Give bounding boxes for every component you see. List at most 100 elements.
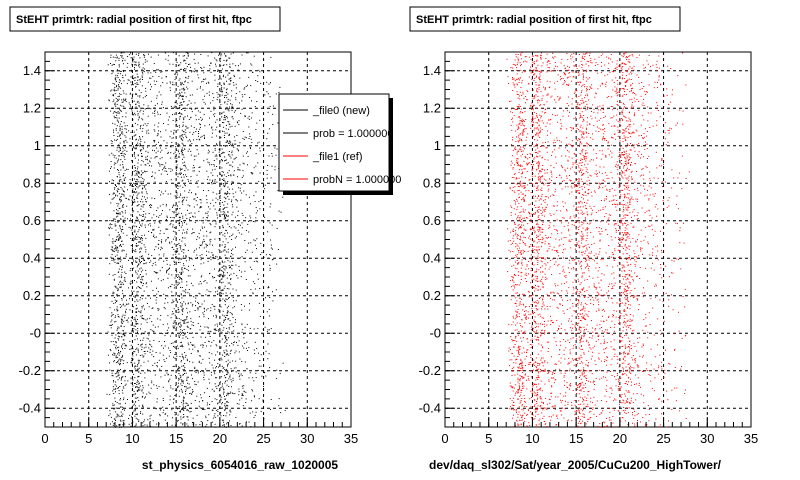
right-point: [604, 75, 606, 77]
left-point: [173, 365, 175, 367]
left-point: [225, 229, 227, 231]
left-point: [229, 410, 231, 412]
left-point: [122, 161, 124, 163]
left-point: [155, 236, 157, 238]
left-point: [131, 57, 133, 59]
right-point: [625, 400, 627, 402]
left-point: [121, 206, 123, 208]
left-point: [164, 345, 166, 347]
left-point: [135, 85, 137, 87]
right-point: [569, 327, 571, 329]
left-point: [130, 185, 132, 187]
left-point: [115, 247, 116, 249]
left-point: [194, 68, 196, 70]
left-point: [179, 326, 181, 328]
left-point: [157, 326, 159, 328]
left-point: [268, 286, 269, 288]
right-point: [634, 150, 636, 152]
right-point: [557, 307, 559, 309]
left-point: [170, 220, 172, 222]
left-point: [173, 356, 174, 358]
left-point: [170, 152, 172, 154]
right-point: [579, 192, 581, 194]
right-point: [539, 155, 541, 157]
left-point: [230, 144, 232, 146]
left-point: [137, 396, 139, 398]
left-point: [136, 390, 138, 392]
left-point: [278, 405, 280, 407]
left-point: [224, 254, 226, 256]
left-point: [252, 281, 254, 283]
left-point: [250, 63, 252, 65]
left-point: [175, 385, 177, 386]
left-point: [228, 354, 230, 356]
right-point: [598, 308, 600, 310]
left-point: [235, 191, 237, 193]
left-point: [142, 204, 144, 206]
left-point: [207, 330, 209, 332]
left-point: [247, 223, 249, 225]
left-point: [138, 61, 140, 63]
left-point: [203, 374, 205, 376]
left-point: [234, 140, 236, 142]
left-point: [206, 158, 208, 160]
left-point: [124, 369, 126, 371]
left-point: [119, 128, 121, 130]
right-point: [560, 409, 562, 411]
left-point: [226, 353, 228, 355]
left-point: [186, 318, 188, 320]
left-point: [114, 388, 116, 390]
left-point: [142, 155, 143, 157]
left-point: [270, 177, 272, 179]
left-point: [209, 241, 211, 243]
left-point: [170, 168, 172, 170]
left-point: [171, 137, 173, 139]
left-point: [177, 420, 178, 422]
left-point: [213, 165, 215, 167]
left-point: [148, 391, 150, 393]
right-point: [548, 60, 550, 62]
left-point: [151, 321, 153, 323]
left-point: [143, 71, 145, 73]
left-point: [143, 259, 145, 261]
left-point: [201, 81, 203, 83]
left-point: [268, 315, 270, 317]
left-point: [221, 419, 223, 421]
left-point: [182, 423, 184, 425]
left-point: [224, 160, 225, 162]
left-point: [242, 170, 244, 172]
left-point: [177, 184, 178, 186]
left-point: [179, 95, 181, 96]
left-point: [154, 271, 156, 273]
left-point: [135, 320, 137, 322]
left-point: [182, 337, 184, 339]
left-point: [262, 399, 264, 401]
left-point: [117, 120, 119, 122]
left-point: [192, 417, 194, 419]
left-point: [198, 166, 200, 168]
left-point: [155, 71, 157, 73]
left-point: [176, 205, 178, 207]
left-point: [185, 254, 187, 256]
left-point: [138, 263, 140, 265]
left-point: [179, 89, 181, 91]
left-point: [189, 386, 191, 388]
left-point: [176, 208, 178, 210]
left-point: [187, 88, 189, 90]
left-point: [266, 138, 268, 140]
left-point: [213, 340, 215, 342]
left-point: [189, 311, 191, 313]
left-point: [134, 415, 136, 417]
right-point: [613, 181, 615, 183]
left-point: [180, 278, 182, 279]
left-point: [154, 130, 156, 132]
left-point: [175, 393, 177, 395]
left-point: [217, 93, 219, 95]
left-point: [139, 385, 141, 387]
left-point: [211, 182, 213, 183]
left-point: [222, 152, 224, 154]
left-point: [237, 277, 239, 279]
right-point: [530, 66, 531, 68]
left-point: [202, 78, 204, 80]
left-point: [197, 302, 199, 303]
